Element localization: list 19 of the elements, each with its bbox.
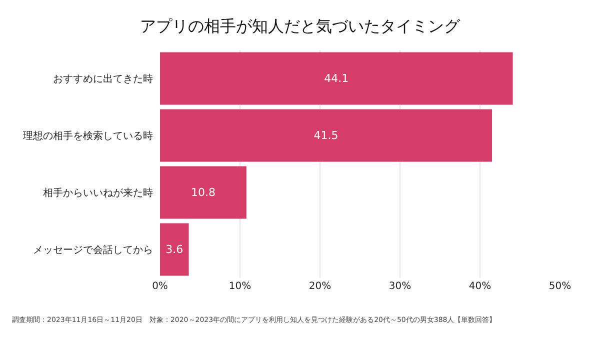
bar <box>160 109 492 162</box>
bar <box>160 166 246 219</box>
x-tick-label: 0% <box>152 281 168 292</box>
chart-title: アプリの相手が知人だと気づいたタイミング <box>140 16 461 36</box>
x-tick-label: 40% <box>468 281 492 292</box>
x-tick-label: 10% <box>228 281 252 292</box>
y-tick-label: おすすめに出てきた時 <box>53 73 153 85</box>
data-label: 41.5 <box>314 129 338 142</box>
data-label: 10.8 <box>190 186 216 199</box>
data-label: 44.1 <box>324 72 349 85</box>
data-label: 3.6 <box>166 243 184 256</box>
y-tick-label: メッセージで会話してから <box>33 244 153 256</box>
bar <box>160 223 189 276</box>
y-tick-label: 理想の相手を検索している時 <box>23 130 153 142</box>
x-tick-label: 30% <box>388 281 412 292</box>
bar <box>160 52 513 105</box>
y-tick-label: 相手からいいねが来た時 <box>43 187 153 199</box>
x-tick-label: 50% <box>548 281 572 292</box>
x-tick-label: 20% <box>308 281 332 292</box>
